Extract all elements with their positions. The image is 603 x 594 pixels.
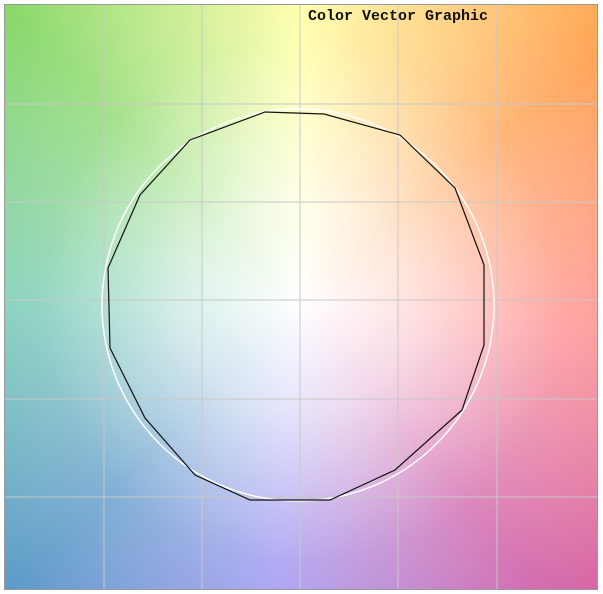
grid — [5, 5, 597, 589]
vector-trace — [107, 111, 485, 501]
title: Color Vector Graphic — [308, 8, 488, 25]
reference-circle — [101, 108, 495, 502]
